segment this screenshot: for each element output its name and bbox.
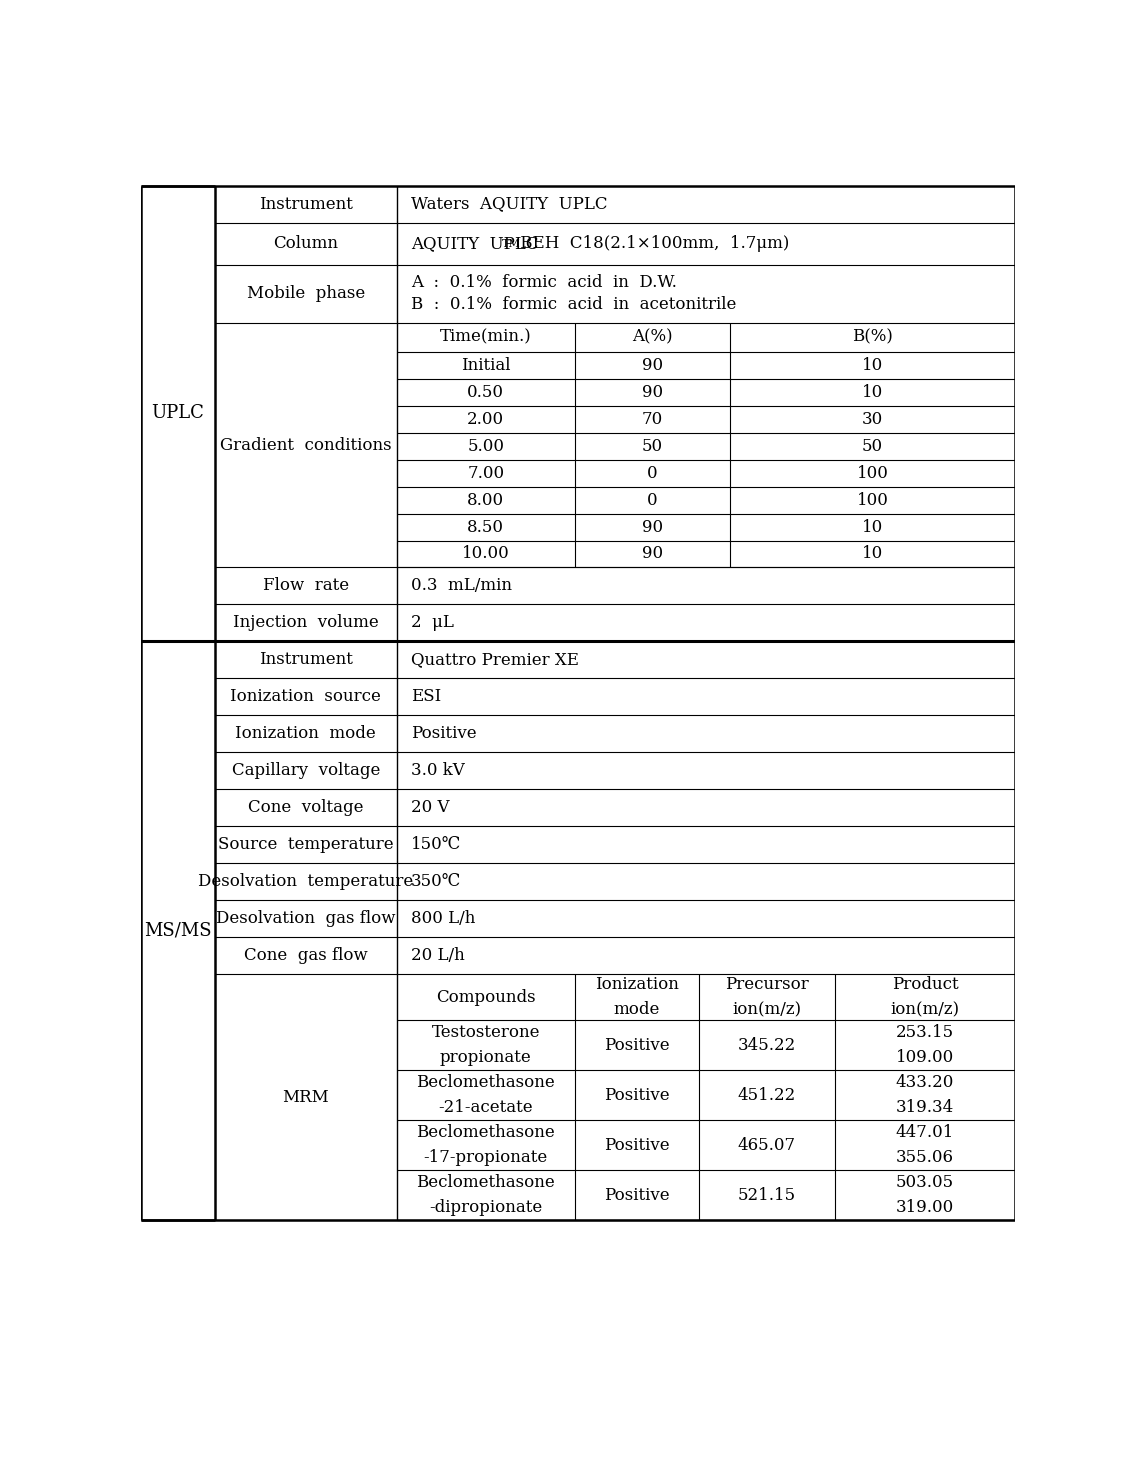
Text: 20 V: 20 V [411,799,449,817]
Text: 70: 70 [642,411,663,428]
Text: 10: 10 [862,519,883,535]
Text: Product
ion(m/z): Product ion(m/z) [890,977,960,1018]
Text: Beclomethasone
-21-acetate: Beclomethasone -21-acetate [416,1074,555,1116]
Text: 100: 100 [856,492,889,508]
Text: Column: Column [273,236,338,252]
Text: 100: 100 [856,465,889,482]
Text: Waters  AQUITY  UPLC: Waters AQUITY UPLC [411,196,607,212]
Text: Positive: Positive [411,725,476,742]
Text: 0.3  mL/min: 0.3 mL/min [411,578,512,594]
Text: ESI: ESI [411,688,441,705]
Text: Instrument: Instrument [258,652,353,668]
Text: BEH  C18(2.1×100mm,  1.7μm): BEH C18(2.1×100mm, 1.7μm) [514,236,788,252]
Text: 503.05
319.00: 503.05 319.00 [896,1175,954,1217]
Text: 50: 50 [642,437,663,455]
Text: 90: 90 [642,545,663,563]
Text: UPLC: UPLC [151,405,204,422]
Text: Ionization
mode: Ionization mode [596,977,679,1018]
Text: Time(min.): Time(min.) [440,329,531,345]
Text: Mobile  phase: Mobile phase [247,285,364,302]
Text: 0: 0 [647,465,658,482]
Text: 20 L/h: 20 L/h [411,947,465,963]
Text: Positive: Positive [605,1086,670,1104]
Text: Capillary  voltage: Capillary voltage [231,762,380,780]
Text: TM: TM [502,239,521,249]
Text: Beclomethasone
-17-propionate: Beclomethasone -17-propionate [416,1125,555,1166]
Text: Precursor
ion(m/z): Precursor ion(m/z) [725,977,809,1018]
Text: 447.01
355.06: 447.01 355.06 [896,1125,954,1166]
Text: A(%): A(%) [632,329,672,345]
Text: 2.00: 2.00 [467,411,504,428]
Text: 10: 10 [862,357,883,373]
Text: Ionization  mode: Ionization mode [236,725,376,742]
Text: 90: 90 [642,519,663,535]
Text: B  :  0.1%  formic  acid  in  acetonitrile: B : 0.1% formic acid in acetonitrile [411,296,737,313]
Text: 90: 90 [642,384,663,400]
Text: AQUITY  UPLC: AQUITY UPLC [411,236,538,252]
Text: 350℃: 350℃ [411,873,461,891]
Text: MRM: MRM [282,1089,329,1106]
Text: 433.20
319.34: 433.20 319.34 [896,1074,954,1116]
Text: 8.00: 8.00 [467,492,504,508]
Text: Gradient  conditions: Gradient conditions [220,437,391,453]
Text: 10.00: 10.00 [462,545,510,563]
Text: 3.0 kV: 3.0 kV [411,762,465,780]
Text: 10: 10 [862,545,883,563]
Text: 345.22: 345.22 [738,1037,796,1054]
Text: Desolvation  temperature: Desolvation temperature [199,873,413,891]
Text: 521.15: 521.15 [738,1187,796,1203]
Text: Source  temperature: Source temperature [218,836,394,854]
Text: Quattro Premier XE: Quattro Premier XE [411,652,579,668]
Text: 0.50: 0.50 [467,384,504,400]
Text: MS/MS: MS/MS [144,922,212,940]
Text: 7.00: 7.00 [467,465,504,482]
Text: Desolvation  gas flow: Desolvation gas flow [215,910,396,928]
Text: 451.22: 451.22 [738,1086,796,1104]
Text: 8.50: 8.50 [467,519,504,535]
Text: Cone  gas flow: Cone gas flow [244,947,368,963]
Text: Positive: Positive [605,1037,670,1054]
Text: 800 L/h: 800 L/h [411,910,475,928]
Text: Ionization  source: Ionization source [230,688,381,705]
Text: Initial: Initial [461,357,511,373]
Text: Cone  voltage: Cone voltage [248,799,363,817]
Text: 2  μL: 2 μL [411,615,453,631]
Text: Compounds: Compounds [437,988,536,1006]
Text: Positive: Positive [605,1187,670,1203]
Text: 50: 50 [862,437,883,455]
Text: 253.15
109.00: 253.15 109.00 [896,1024,954,1066]
Text: Testosterone
propionate: Testosterone propionate [432,1024,540,1066]
Text: 10: 10 [862,384,883,400]
Text: 150℃: 150℃ [411,836,461,854]
Text: 0: 0 [647,492,658,508]
Text: 465.07: 465.07 [738,1137,796,1154]
Text: Flow  rate: Flow rate [263,578,349,594]
Text: B(%): B(%) [852,329,893,345]
Text: Injection  volume: Injection volume [232,615,379,631]
Text: Positive: Positive [605,1137,670,1154]
Text: Instrument: Instrument [258,196,353,212]
Text: A  :  0.1%  formic  acid  in  D.W.: A : 0.1% formic acid in D.W. [411,274,677,292]
Text: 30: 30 [862,411,883,428]
Text: 5.00: 5.00 [467,437,504,455]
Text: Beclomethasone
-dipropionate: Beclomethasone -dipropionate [416,1175,555,1217]
Text: 90: 90 [642,357,663,373]
